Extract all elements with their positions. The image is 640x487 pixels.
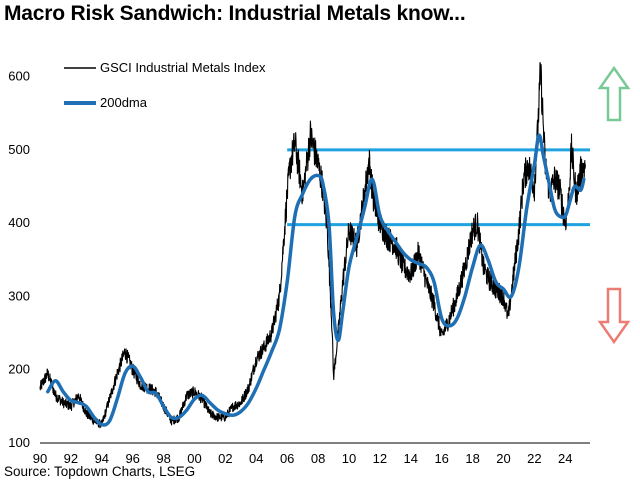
x-tick-label: 14 [404,451,418,466]
y-tick-label: 600 [8,69,30,84]
x-tick-label: 06 [280,451,294,466]
x-tick-label: 96 [125,451,139,466]
x-tick-label: 92 [64,451,78,466]
x-tick-label: 12 [373,451,387,466]
resistance-support-lines [287,148,590,227]
x-tick-label: 24 [558,451,572,466]
up-arrow-icon [597,65,631,122]
x-axis: 90 92 94 96 98 00 02 04 06 08 10 12 14 16 18 20 22 24 [33,442,590,466]
x-tick-label: 18 [465,451,479,466]
legend: GSCI Industrial Metals Index 200dma [64,60,266,110]
y-axis: 100 200 300 400 500 600 [8,69,30,450]
series-group [39,62,586,429]
x-tick-label: 20 [496,451,510,466]
x-tick-label: 90 [33,451,47,466]
x-tick-label: 04 [249,451,263,466]
y-tick-label: 100 [8,435,30,450]
y-tick-label: 200 [8,362,30,377]
x-tick-label: 94 [95,451,109,466]
x-tick-label: 10 [342,451,356,466]
x-tick-label: 22 [527,451,541,466]
x-tick-label: 16 [434,451,448,466]
x-tick-label: 08 [311,451,325,466]
series-line-200dma [45,133,586,427]
y-tick-label: 300 [8,288,30,303]
y-tick-label: 500 [8,142,30,157]
chart-title: Macro Risk Sandwich: Industrial Metals k… [4,2,466,25]
chart-source: Source: Topdown Charts, LSEG [4,464,196,479]
legend-label-dma: 200dma [100,95,148,110]
x-tick-label: 00 [187,451,201,466]
x-tick-label: 98 [156,451,170,466]
legend-label-raw: GSCI Industrial Metals Index [100,60,266,75]
x-tick-label: 02 [218,451,232,466]
annotation-arrows [597,65,631,345]
y-tick-label: 400 [8,215,30,230]
series-line-gsci-industrial-metals [39,62,586,429]
down-arrow-icon [597,287,631,345]
